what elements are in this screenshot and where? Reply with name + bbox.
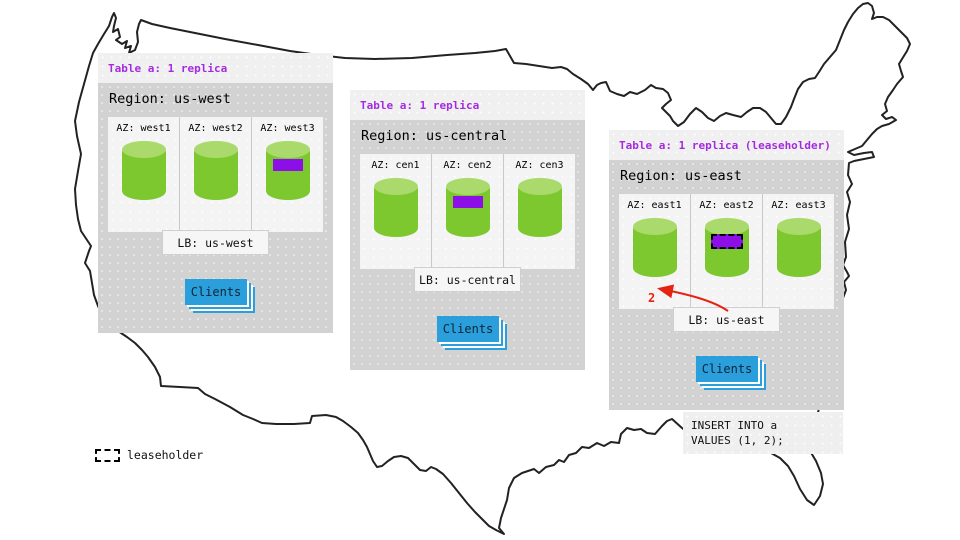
az-box-cen1: AZ: cen1	[360, 154, 431, 269]
db-node-cylinder-icon	[776, 218, 821, 277]
az-row-us-central: AZ: cen1 AZ: cen2 AZ: cen3	[360, 154, 575, 269]
load-balancer-label: LB: us-west	[177, 235, 254, 250]
replica-range-marker	[272, 159, 303, 171]
load-balancer-box-us-west: LB: us-west	[162, 230, 269, 255]
az-box-cen2: AZ: cen2	[431, 154, 503, 269]
az-label: AZ: cen3	[515, 160, 564, 171]
az-label: AZ: east1	[627, 200, 682, 211]
az-label: AZ: cen1	[371, 160, 420, 171]
region-title: Region: us-central	[361, 128, 508, 144]
db-node-cylinder-icon	[193, 141, 238, 200]
clients-label: Clients	[190, 285, 242, 299]
db-node-cylinder-icon	[373, 178, 418, 237]
clients-label: Clients	[701, 362, 753, 376]
clients-node: Clients	[696, 356, 758, 382]
leaseholder-swatch-icon	[95, 448, 120, 462]
load-balancer-box-us-east: LB: us-east	[673, 307, 780, 332]
clients-label: Clients	[442, 322, 494, 336]
az-box-east3: AZ: east3	[762, 194, 834, 309]
az-label: AZ: east3	[771, 200, 826, 211]
az-box-west1: AZ: west1	[108, 117, 179, 232]
az-label: AZ: cen2	[443, 160, 492, 171]
load-balancer-label: LB: us-central	[419, 272, 516, 287]
region-panel-us-west: Table a: 1 replica Region: us-west AZ: w…	[98, 53, 333, 333]
clients-node: Clients	[437, 316, 499, 342]
db-node-cylinder-icon	[632, 218, 677, 277]
table-header-us-central: Table a: 1 replica	[350, 90, 585, 120]
table-replica-label: Table a: 1 replica	[108, 61, 228, 75]
az-label: AZ: west3	[260, 123, 315, 134]
table-header-us-west: Table a: 1 replica	[98, 53, 333, 83]
db-node-cylinder-icon	[265, 141, 310, 200]
db-node-cylinder-icon	[517, 178, 562, 237]
replica-range-marker	[452, 196, 483, 208]
table-header-us-east: Table a: 1 replica (leaseholder)	[609, 130, 844, 160]
az-box-west2: AZ: west2	[179, 117, 251, 232]
leaseholder-range-marker	[710, 234, 743, 249]
arrow-step-label: 2	[648, 291, 656, 305]
db-node-cylinder-icon	[445, 178, 490, 237]
load-balancer-label: LB: us-east	[688, 312, 765, 327]
az-box-east2: AZ: east2	[690, 194, 762, 309]
sql-line-2: VALUES (1, 2);	[691, 434, 784, 447]
sql-insert-note: INSERT INTO a VALUES (1, 2);	[683, 412, 843, 454]
az-label: AZ: west1	[116, 123, 171, 134]
legend-leaseholder: leaseholder	[95, 448, 203, 462]
db-node-cylinder-icon	[121, 141, 166, 200]
region-panel-us-central: Table a: 1 replica Region: us-central AZ…	[350, 90, 585, 370]
table-replica-label: Table a: 1 replica	[360, 98, 480, 112]
legend-label: leaseholder	[127, 448, 204, 462]
load-balancer-box-us-central: LB: us-central	[414, 267, 521, 292]
az-label: AZ: east2	[699, 200, 754, 211]
az-box-cen3: AZ: cen3	[503, 154, 575, 269]
region-title: Region: us-east	[620, 168, 742, 184]
clients-node: Clients	[185, 279, 247, 305]
region-title: Region: us-west	[109, 91, 231, 107]
table-replica-label: Table a: 1 replica (leaseholder)	[619, 138, 831, 152]
az-box-west3: AZ: west3	[251, 117, 323, 232]
db-node-cylinder-icon	[704, 218, 749, 277]
az-label: AZ: west2	[188, 123, 243, 134]
az-row-us-west: AZ: west1 AZ: west2 AZ: west3	[108, 117, 323, 232]
sql-line-1: INSERT INTO a	[691, 419, 778, 432]
region-panel-us-east: Table a: 1 replica (leaseholder) Region:…	[609, 130, 844, 410]
